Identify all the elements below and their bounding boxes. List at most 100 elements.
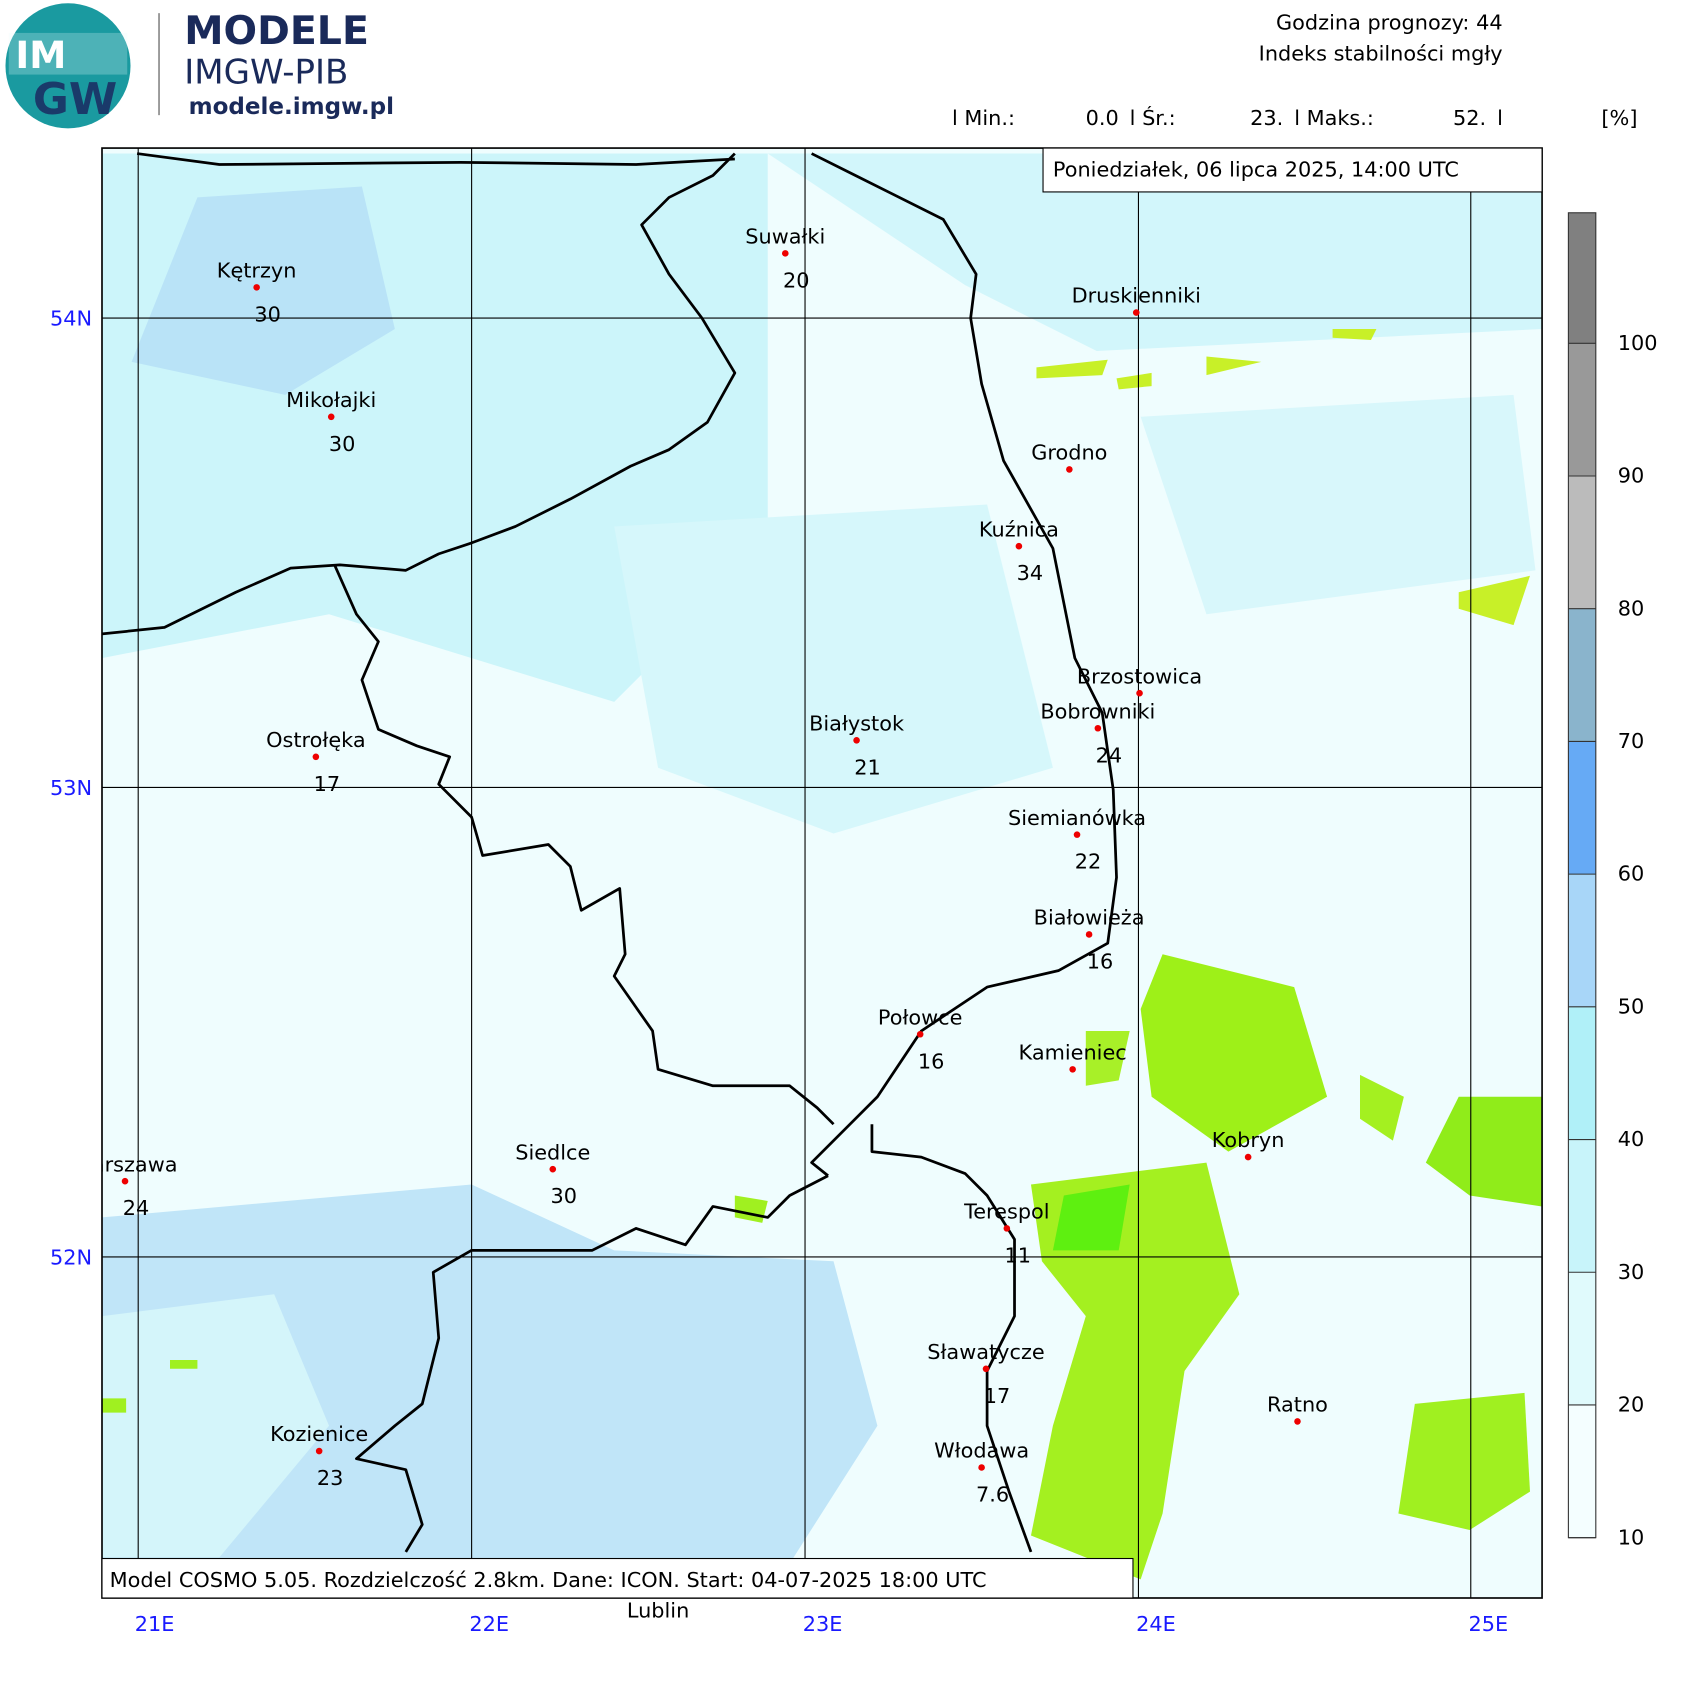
city-dot bbox=[782, 250, 789, 257]
city-dot bbox=[549, 1165, 557, 1173]
city-name: Bobrowniki bbox=[1040, 699, 1155, 723]
city-dot bbox=[327, 413, 335, 421]
tick-label: 90 bbox=[1618, 464, 1645, 488]
city-dot bbox=[916, 1030, 924, 1038]
footer-box bbox=[101, 1557, 1134, 1599]
lon-label: 23E bbox=[803, 1612, 843, 1636]
city-value: 22 bbox=[1075, 850, 1102, 874]
city-dot bbox=[1244, 1153, 1252, 1161]
lon-label: 22E bbox=[469, 1612, 509, 1636]
city-value: 30 bbox=[329, 432, 356, 456]
city-name: Warszawa bbox=[73, 1152, 178, 1176]
city-value: 30 bbox=[550, 1184, 577, 1208]
city-name: Druskienniki bbox=[1072, 284, 1201, 308]
logo-text: IM bbox=[15, 33, 66, 77]
city-name: Białowieża bbox=[1034, 906, 1145, 930]
city-dot bbox=[253, 284, 260, 291]
city-value: 17 bbox=[984, 1384, 1011, 1408]
city-name: Kobryn bbox=[1212, 1128, 1285, 1152]
city-value: 20 bbox=[783, 268, 810, 292]
city-dot bbox=[1132, 309, 1140, 316]
lon-label: 21E bbox=[135, 1612, 175, 1636]
lat-label: 52N bbox=[50, 1246, 92, 1270]
city-value: 34 bbox=[1017, 561, 1044, 585]
tick-label: 70 bbox=[1618, 729, 1645, 753]
borders bbox=[101, 152, 1118, 1553]
city-dot bbox=[853, 737, 860, 744]
city-name: Brzostowica bbox=[1077, 664, 1202, 688]
city-name: Grodno bbox=[1031, 441, 1107, 465]
stat-value: 0.0 bbox=[1086, 106, 1119, 130]
logo-text: GW bbox=[33, 74, 117, 125]
stat-label: l Śr.: bbox=[1130, 105, 1176, 130]
colorbar-ticks: 10 20 30 40 50 60 70 80 90 100 bbox=[1568, 331, 1658, 1549]
url: modele.imgw.pl bbox=[189, 94, 394, 120]
city-name: Sławatycze bbox=[927, 1340, 1044, 1364]
stat-label: l bbox=[1497, 106, 1503, 130]
cities: Kętrzyn 30 Mikołajki 30 Suwałki 20 Druskiennik… bbox=[73, 224, 1328, 1506]
unit: [%] bbox=[1601, 106, 1637, 130]
product: Indeks stabilności mgły bbox=[1259, 41, 1503, 65]
city-name: Suwałki bbox=[745, 224, 825, 248]
tick-label: 80 bbox=[1618, 596, 1645, 620]
city-name: Mikołajki bbox=[286, 388, 376, 412]
date: Poniedziałek, 06 lipca 2025, 14:00 UTC bbox=[1053, 158, 1459, 182]
graticule bbox=[101, 148, 1543, 1598]
colorbar bbox=[1567, 212, 1597, 1539]
lat-label: 53N bbox=[50, 776, 92, 800]
city-value: 17 bbox=[314, 772, 341, 796]
city-name: Siemianówka bbox=[1008, 806, 1146, 830]
logo: IM GW MODELE IMGW-PIB modele.imgw.pl bbox=[5, 3, 394, 129]
city-dot bbox=[1015, 542, 1023, 550]
city-dot bbox=[312, 753, 320, 761]
city-name: Kuźnica bbox=[979, 517, 1059, 541]
city-value: 23 bbox=[317, 1466, 344, 1490]
tick-label: 40 bbox=[1618, 1127, 1645, 1151]
stat-label: l Min.: bbox=[952, 106, 1015, 130]
city-name: Połowce bbox=[878, 1005, 963, 1029]
city-name: Siedlce bbox=[515, 1140, 590, 1164]
city-dot bbox=[121, 1177, 129, 1185]
tick-label: 60 bbox=[1618, 862, 1645, 886]
city-name: Ostrołęka bbox=[266, 728, 365, 752]
city-name: Włodawa bbox=[934, 1439, 1029, 1463]
tick-label: 100 bbox=[1618, 331, 1658, 355]
city-dot bbox=[315, 1447, 323, 1455]
tick-label: 20 bbox=[1618, 1393, 1645, 1417]
tick-label: 30 bbox=[1618, 1260, 1645, 1284]
outside-label: Lublin bbox=[627, 1599, 689, 1623]
lon-label: 25E bbox=[1468, 1612, 1508, 1636]
city-dot bbox=[1003, 1225, 1011, 1232]
tick-label: 50 bbox=[1618, 994, 1645, 1018]
forecast-hour: Godzina prognozy: 44 bbox=[1276, 11, 1503, 35]
city-name: Kamieniec bbox=[1019, 1040, 1127, 1064]
stat-label: l Maks.: bbox=[1294, 106, 1374, 130]
tick-label: 10 bbox=[1618, 1525, 1645, 1549]
city-dot bbox=[1069, 1066, 1076, 1073]
lon-label: 24E bbox=[1136, 1612, 1176, 1636]
stat-value: 23. bbox=[1250, 106, 1283, 130]
city-value: 7.6 bbox=[976, 1482, 1009, 1506]
city-dot bbox=[1066, 466, 1073, 473]
city-dot bbox=[1073, 831, 1081, 838]
city-dot bbox=[1136, 689, 1143, 697]
city-value: 11 bbox=[1005, 1243, 1032, 1267]
lat-label: 54N bbox=[50, 307, 92, 331]
city-name: Terespol bbox=[963, 1200, 1050, 1224]
city-value: 16 bbox=[918, 1049, 945, 1073]
footer: Model COSMO 5.05. Rozdzielczość 2.8km. D… bbox=[110, 1568, 987, 1592]
city-value: 24 bbox=[123, 1196, 150, 1220]
city-value: 30 bbox=[254, 302, 281, 326]
city-value: 21 bbox=[854, 755, 881, 779]
city-dot bbox=[1294, 1418, 1301, 1425]
brand-sub: IMGW-PIB bbox=[184, 52, 348, 92]
city-name: Kozienice bbox=[270, 1422, 368, 1446]
city-dot bbox=[1094, 724, 1102, 732]
city-dot bbox=[982, 1365, 990, 1373]
city-name: Białystok bbox=[809, 711, 904, 735]
city-dot bbox=[978, 1464, 985, 1471]
city-dot bbox=[1085, 931, 1093, 938]
city-name: Ratno bbox=[1267, 1393, 1328, 1417]
map-field: Kętrzyn 30 Mikołajki 30 Suwałki 20 Druskiennik… bbox=[73, 148, 1543, 1598]
city-value: 24 bbox=[1096, 743, 1123, 767]
